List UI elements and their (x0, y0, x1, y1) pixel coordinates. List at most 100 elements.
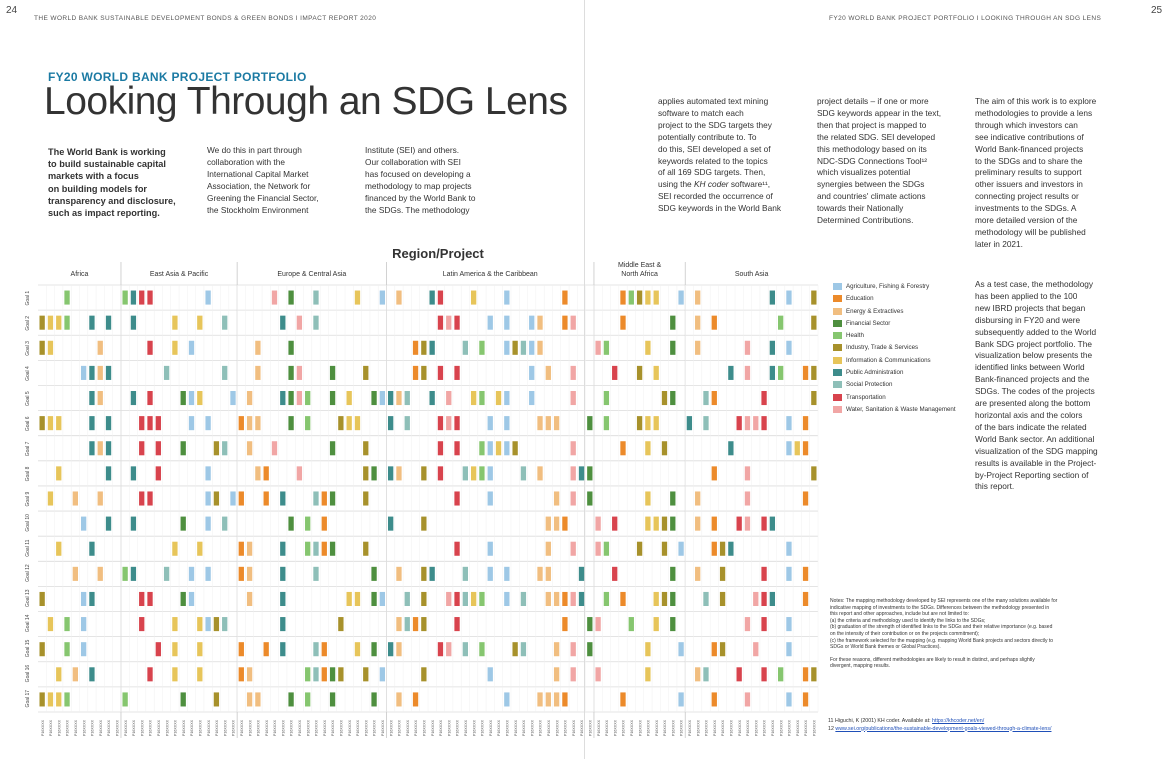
sdg-link-bar (678, 692, 684, 707)
sdg-link-bar (595, 617, 601, 632)
sdg-link-bar (396, 617, 402, 632)
sdg-link-bar (47, 617, 54, 632)
sdg-link-bar (504, 441, 510, 456)
sdg-link-bar (587, 466, 593, 481)
sdg-link-bar (578, 591, 585, 607)
sdg-link-bar (719, 642, 726, 657)
sdg-link-bar (56, 416, 62, 431)
sdg-link-bar (794, 441, 800, 456)
sdg-link-bar (56, 466, 62, 481)
sdg-link-bar (645, 290, 651, 305)
sdg-link-bar (653, 365, 659, 380)
sdg-link-bar (686, 416, 693, 431)
project-code-label: P16XXXX (522, 719, 526, 736)
sdg-link-bar (520, 591, 527, 607)
sdg-link-bar (570, 315, 576, 330)
sdg-link-bar (670, 491, 676, 506)
project-code-label: P16XXXX (348, 719, 352, 736)
page-number-left: 24 (6, 5, 18, 16)
sdg-link-bar (230, 390, 236, 406)
sdg-link-bar (321, 642, 327, 657)
sdg-link-bar (147, 340, 153, 355)
sdg-link-bar (412, 365, 419, 380)
project-code-label: P16XXXX (439, 719, 443, 736)
sdg-link-bar (437, 466, 444, 481)
sdg-link-bar (570, 591, 576, 607)
sdg-link-bar (570, 491, 576, 506)
sdg-link-bar (454, 416, 460, 431)
sdg-link-bar (429, 390, 435, 406)
sdg-link-bar (105, 365, 112, 380)
sdg-link-bar (363, 441, 369, 456)
sdg-link-bar (321, 541, 327, 556)
sdg-link-bar (744, 617, 751, 632)
sdg-link-bar (97, 340, 103, 355)
goal-label: Goal 17 (25, 690, 31, 708)
project-code-label: P16XXXX (431, 719, 435, 736)
sdg-link-bar (80, 516, 87, 531)
project-code-label: P16XXXX (730, 719, 734, 736)
sdg-link-bar (80, 365, 87, 380)
sdg-link-bar (354, 416, 361, 431)
body-column-4: applies automated text mining software to… (658, 96, 781, 214)
sdg-link-bar (454, 541, 460, 556)
project-code-label: P16XXXX (91, 719, 95, 736)
project-code-label: P16XXXX (663, 719, 667, 736)
sdg-link-bar (769, 365, 776, 380)
project-code-label: P16XXXX (207, 719, 211, 736)
goal-label: Goal 2 (25, 316, 31, 331)
sdg-link-bar (396, 390, 402, 406)
sdg-link-bar (479, 441, 485, 456)
sdg-link-bar (537, 315, 543, 330)
sdg-link-bar (744, 692, 751, 707)
sdg-link-bar (280, 315, 286, 330)
sdg-link-bar (230, 491, 236, 506)
sdg-link-bar (487, 491, 493, 506)
sdg-link-bar (744, 416, 751, 431)
sdg-link-bar (437, 315, 444, 330)
project-code-label: P16XXXX (406, 719, 410, 736)
sdg-link-bar (396, 692, 402, 707)
sdg-link-bar (612, 566, 618, 581)
legend-swatch (833, 344, 842, 352)
sdg-link-bar (155, 416, 161, 431)
sdg-link-bar (553, 591, 560, 607)
project-code-label: P16XXXX (696, 719, 700, 736)
region-label: Africa (71, 271, 89, 278)
sdg-link-bar (155, 466, 161, 481)
sdg-link-bar (47, 491, 54, 506)
sdg-link-bar (321, 516, 327, 531)
sdg-link-bar (122, 566, 128, 581)
sdg-link-bar (479, 466, 485, 481)
footnote-11-link[interactable]: https://khcoder.net/en/ (932, 718, 985, 724)
sdg-link-bar (670, 340, 676, 355)
footnote-12-link[interactable]: www.sei.org/publications/the-sustainable… (835, 725, 1052, 732)
sdg-link-bar (288, 692, 294, 707)
sdg-link-bar (363, 466, 369, 481)
sdg-link-bar (454, 591, 460, 607)
project-code-label: P16XXXX (41, 719, 45, 736)
sdg-link-bar (811, 315, 817, 330)
project-code-label: P16XXXX (464, 719, 468, 736)
project-code-label: P16XXXX (182, 719, 186, 736)
project-code-label: P16XXXX (165, 719, 169, 736)
project-code-label: P16XXXX (273, 719, 277, 736)
sdg-link-bar (72, 566, 78, 581)
sdg-link-bar (628, 290, 634, 305)
sdg-link-bar (545, 692, 551, 707)
sdg-link-bar (570, 466, 576, 481)
sdg-link-bar (736, 667, 742, 682)
sdg-link-bar (620, 591, 626, 607)
running-head-left: THE WORLD BANK SUSTAINABLE DEVELOPMENT B… (34, 15, 377, 22)
legend-item-education: Education (833, 295, 961, 303)
sdg-link-bar (744, 491, 751, 506)
sdg-link-bar (504, 566, 510, 581)
project-code-label: P16XXXX (622, 719, 626, 736)
project-code-label: P16XXXX (356, 719, 360, 736)
sdg-link-bar (711, 541, 717, 556)
sdg-link-bar (72, 491, 78, 506)
region-label: South Asia (735, 271, 769, 278)
sdg-link-bar (479, 390, 485, 406)
sdg-link-bar (529, 365, 535, 380)
